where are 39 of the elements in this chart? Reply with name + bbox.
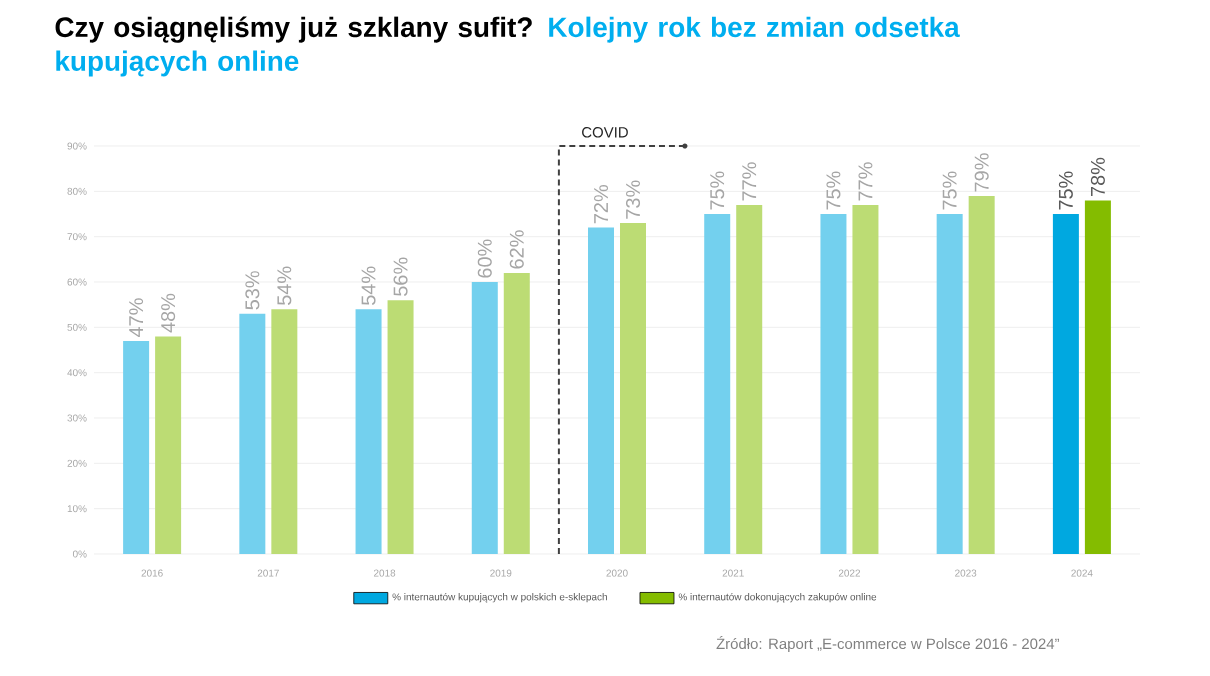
chart-title: Czy osiągnęliśmy już szklany sufit? — [55, 16, 532, 43]
data-label: 77% — [742, 162, 757, 201]
data-label: 73% — [625, 180, 641, 219]
bar — [239, 313, 266, 554]
bar — [123, 340, 150, 554]
text: Kolejny rok bez zmian odsetka — [549, 16, 960, 43]
data-label: 54% — [277, 266, 292, 305]
data-label: 75% — [1058, 171, 1073, 210]
bar — [736, 204, 763, 554]
bar — [588, 227, 614, 554]
data-label: 48% — [161, 293, 176, 333]
bar — [155, 336, 182, 554]
bar — [620, 223, 646, 554]
data-label: 79% — [974, 153, 989, 192]
data-label: 75% — [826, 171, 841, 210]
bar — [387, 300, 414, 554]
bar — [355, 309, 382, 554]
data-label: 47% — [129, 298, 144, 338]
data-label: 72% — [593, 185, 609, 224]
bar — [704, 214, 731, 554]
bar — [820, 214, 847, 554]
data-label: 53% — [245, 271, 260, 310]
data-label: 60% — [477, 239, 492, 278]
bar — [968, 195, 995, 554]
data-label: 78% — [1090, 157, 1105, 196]
data-label: 77% — [858, 162, 873, 201]
bar — [1084, 200, 1111, 554]
data-label: 56% — [393, 257, 408, 296]
data-label: 75% — [942, 171, 957, 210]
bar — [936, 214, 963, 554]
data-label: 62% — [509, 230, 524, 269]
bar — [1052, 214, 1079, 554]
bar — [503, 272, 530, 554]
bar — [271, 309, 298, 554]
bar — [852, 204, 879, 554]
bar — [471, 282, 498, 554]
data-label: 54% — [361, 266, 376, 305]
text: kupujących online — [56, 50, 299, 77]
data-label: 75% — [710, 171, 725, 210]
